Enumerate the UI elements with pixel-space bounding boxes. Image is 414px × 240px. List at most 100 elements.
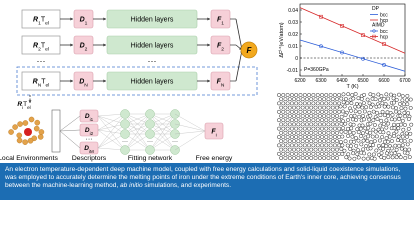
atom: [305, 97, 309, 102]
atom: [335, 122, 339, 127]
env-atom: [38, 129, 45, 135]
atom: [403, 156, 408, 160]
energy-label: FN: [217, 79, 225, 89]
atom: [300, 147, 305, 152]
atom: [324, 135, 329, 139]
center-atom: [24, 128, 32, 136]
atom: [339, 129, 344, 134]
atom: [311, 126, 316, 131]
atom: [277, 143, 281, 148]
atom: [341, 100, 346, 105]
arrow-head: [103, 17, 106, 21]
atom: [294, 151, 299, 156]
y-tick-label: 0.01: [288, 44, 298, 50]
atom: [332, 135, 337, 139]
env-atom: [22, 139, 28, 145]
connector: [59, 130, 81, 149]
atom: [389, 151, 394, 156]
atom: [302, 101, 307, 106]
atom: [330, 156, 335, 160]
x-tick-label: 6500: [357, 78, 368, 84]
atom: [356, 104, 361, 109]
atom: [300, 156, 305, 160]
label-part: D: [80, 17, 85, 24]
descriptor-label: DN: [79, 79, 88, 89]
atom: [409, 122, 414, 127]
atom: [317, 156, 322, 160]
atom: [373, 97, 378, 102]
atom: [338, 104, 343, 109]
atom: [309, 105, 314, 110]
atom: [324, 109, 329, 114]
atom: [330, 130, 335, 135]
atom: [335, 114, 339, 118]
atom: [330, 114, 335, 118]
atom: [281, 101, 286, 106]
atom: [285, 109, 290, 114]
atom: [300, 114, 305, 118]
atom: [394, 97, 399, 102]
ellipsis: ···: [37, 56, 46, 66]
atom: [330, 139, 335, 144]
y-tick-label: 0.02: [288, 32, 298, 38]
atom: [307, 93, 312, 97]
point: [319, 14, 323, 19]
atom: [353, 109, 358, 114]
total-node: [240, 41, 258, 59]
atom: [307, 118, 312, 123]
atom: [405, 142, 410, 147]
atom: [368, 121, 373, 126]
label-part: D: [85, 113, 90, 120]
x-tick-label: 6300: [315, 78, 326, 84]
atom: [349, 126, 354, 131]
section-label: Fitting network: [128, 155, 173, 162]
atom: [353, 104, 358, 109]
atom: [357, 114, 362, 119]
atom: [380, 101, 385, 106]
atom: [309, 114, 314, 118]
atom: [277, 151, 281, 156]
arrow-head: [207, 43, 210, 47]
atom: [400, 143, 405, 148]
atom: [298, 143, 303, 148]
atom: [279, 122, 284, 127]
env-atom: [17, 121, 23, 127]
atom: [374, 148, 379, 153]
atom: [377, 138, 382, 143]
label-part: i: [22, 105, 23, 110]
atom: [402, 139, 407, 144]
atom: [326, 122, 331, 127]
atom: [305, 105, 309, 110]
atom: [359, 142, 364, 147]
atom: [356, 130, 361, 135]
atom: [381, 130, 386, 135]
atom: [279, 105, 284, 110]
atom: [322, 97, 327, 102]
point: [361, 33, 365, 38]
atom: [339, 114, 344, 119]
atom: [287, 105, 292, 110]
arrow-head: [28, 100, 32, 103]
atom: [358, 134, 363, 139]
atom: [388, 92, 393, 97]
label-part: i2: [90, 131, 94, 136]
atom: [337, 93, 342, 97]
atom: [360, 113, 365, 118]
atom: [352, 156, 357, 161]
atom: [279, 139, 284, 144]
env-atom: [27, 137, 34, 144]
atom: [294, 109, 299, 114]
page: R1Tel D1 Hidden layers F1 R2Tel D2 Hidden laye…: [0, 3, 414, 200]
energy-label: Fi: [211, 129, 216, 139]
atom: [337, 109, 342, 114]
y-tick-label: -0.01: [287, 68, 299, 74]
atom: [373, 129, 378, 134]
atom: [402, 102, 407, 107]
label-part: 2: [38, 46, 41, 52]
atom: [317, 105, 322, 110]
atom: [381, 146, 386, 151]
label-part: D: [85, 127, 90, 134]
atom: [285, 118, 290, 123]
atom: [302, 143, 307, 148]
edge: [174, 123, 206, 132]
